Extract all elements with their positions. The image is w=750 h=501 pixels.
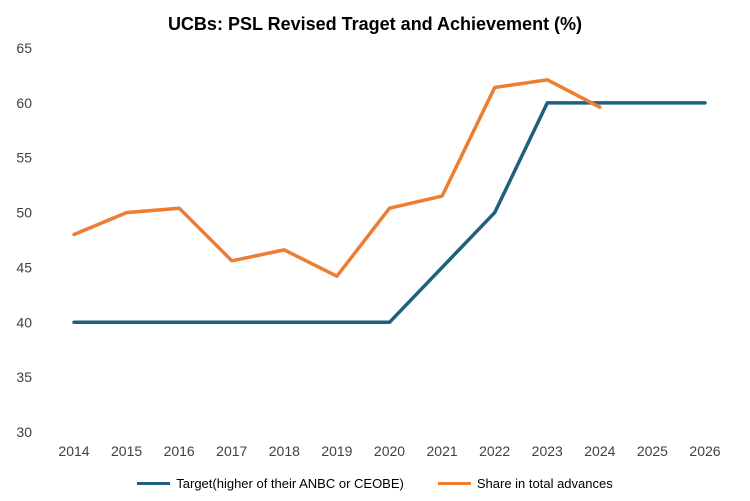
x-tick-label: 2023 xyxy=(532,443,563,459)
legend-swatch-share xyxy=(437,482,471,485)
x-tick-label: 2025 xyxy=(637,443,668,459)
x-tick-label: 2018 xyxy=(269,443,300,459)
legend-swatch-target xyxy=(137,482,171,485)
legend-item-share: Share in total advances xyxy=(437,476,613,491)
y-tick-label: 30 xyxy=(16,424,32,440)
x-axis-tick-labels: 2014 2015 2016 2017 2018 2019 2020 2021 2022 2023… xyxy=(58,443,720,459)
x-tick-label: 2020 xyxy=(374,443,405,459)
legend: Target(higher of their ANBC or CEOBE) Sh… xyxy=(0,476,750,491)
x-tick-label: 2026 xyxy=(689,443,720,459)
legend-item-target: Target(higher of their ANBC or CEOBE) xyxy=(137,476,404,491)
y-tick-label: 40 xyxy=(16,314,32,330)
x-tick-label: 2014 xyxy=(58,443,89,459)
series-lines xyxy=(72,78,707,325)
y-axis-tick-labels: 30 35 40 45 50 55 60 65 xyxy=(16,40,32,440)
chart-title: UCBs: PSL Revised Traget and Achievement… xyxy=(167,14,583,34)
legend-label-share: Share in total advances xyxy=(476,476,613,491)
x-tick-label: 2022 xyxy=(479,443,510,459)
y-tick-label: 35 xyxy=(16,369,32,385)
x-tick-label: 2015 xyxy=(111,443,142,459)
x-tick-label: 2016 xyxy=(164,443,195,459)
y-tick-label: 50 xyxy=(16,205,32,221)
x-tick-label: 2021 xyxy=(427,443,458,459)
y-tick-label: 45 xyxy=(16,259,32,275)
x-tick-label: 2019 xyxy=(321,443,352,459)
series-line-share xyxy=(72,78,602,278)
y-tick-label: 65 xyxy=(16,40,32,56)
series-line-target xyxy=(72,101,707,325)
x-tick-label: 2024 xyxy=(584,443,615,459)
x-tick-label: 2017 xyxy=(216,443,247,459)
legend-label-target: Target(higher of their ANBC or CEOBE) xyxy=(176,476,404,491)
y-tick-label: 55 xyxy=(16,150,32,166)
y-tick-label: 60 xyxy=(16,95,32,111)
